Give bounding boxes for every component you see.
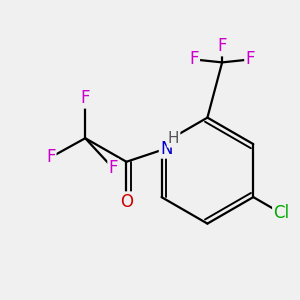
Text: F: F <box>245 50 255 68</box>
Text: H: H <box>168 131 179 146</box>
Text: F: F <box>108 159 118 177</box>
Text: N: N <box>160 140 172 158</box>
Text: F: F <box>46 148 56 166</box>
Text: F: F <box>218 37 227 55</box>
Text: O: O <box>120 193 133 211</box>
Text: F: F <box>80 89 90 107</box>
Text: Cl: Cl <box>273 204 290 222</box>
Text: F: F <box>189 50 199 68</box>
